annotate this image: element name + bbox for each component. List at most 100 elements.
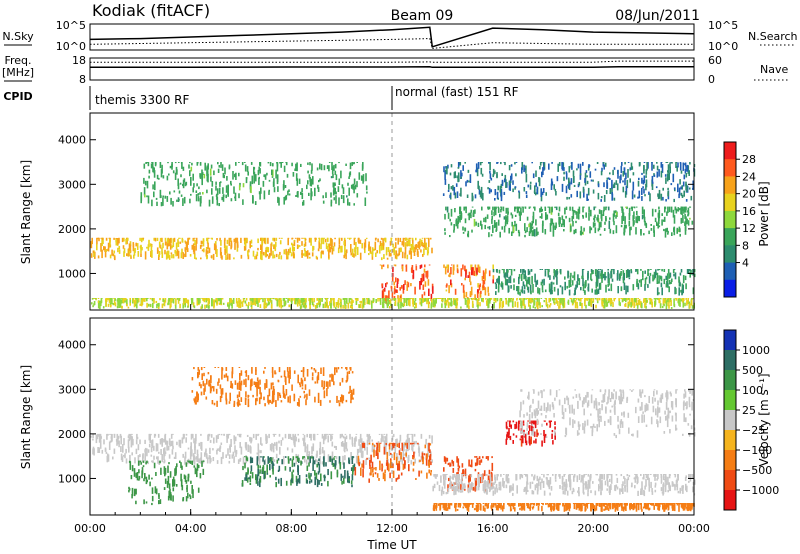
power-cell-0: [172, 238, 175, 248]
power-cell-7: [342, 304, 344, 309]
power-cell-7: [260, 298, 263, 299]
nsky-ytick-left-top: 10^5: [56, 19, 86, 32]
velocity-cell-0: [142, 454, 144, 463]
power-cell-5: [143, 187, 146, 196]
power-cell-7: [326, 298, 329, 299]
power-cell-7: [670, 307, 673, 309]
power-cell-7: [198, 299, 200, 304]
power-ylabel: Slant Range [km]: [19, 160, 33, 264]
power-cell-2: [450, 267, 452, 275]
power-cell-7: [216, 299, 219, 305]
power-cell-0: [93, 250, 95, 257]
velocity-cell-7: [552, 474, 554, 476]
power-cell-4: [593, 206, 595, 211]
power-cell-7: [201, 298, 203, 299]
power-cell-1: [424, 281, 427, 287]
velocity-cell-0: [216, 448, 219, 451]
velocity-cell-2: [141, 470, 143, 479]
power-cell-7: [507, 300, 509, 305]
power-cell-1: [423, 291, 426, 296]
velocity-cell-0: [220, 433, 223, 436]
power-cell-7: [366, 299, 369, 305]
power-cell-3: [657, 269, 659, 271]
power-cell-6: [611, 187, 613, 195]
velocity-cell-5: [544, 420, 546, 422]
power-cell-7: [335, 307, 337, 309]
power-cell-5: [312, 176, 314, 185]
power-cell-7: [678, 302, 680, 306]
velocity-cell-7: [543, 490, 546, 496]
velocity-cell-6: [470, 503, 473, 505]
power-cell-7: [399, 298, 401, 299]
power-cell-6: [665, 199, 667, 202]
power-cell-5: [202, 192, 204, 195]
power-cell-7: [493, 298, 495, 301]
power-cell-3: [582, 269, 585, 270]
power-cell-3: [570, 284, 572, 287]
velocity-cell-7: [581, 474, 583, 480]
velocity-cell-2: [168, 462, 170, 465]
velocity-cell-6: [475, 503, 478, 504]
velocity-cell-0: [208, 433, 211, 437]
power-cell-5: [250, 162, 253, 165]
velocity-cell-0: [196, 456, 198, 460]
power-cell-7: [570, 298, 573, 300]
velocity-cell-0: [92, 438, 94, 441]
velocity-cell-0: [406, 434, 409, 438]
power-cell-7: [620, 298, 622, 299]
velocity-cell-0: [163, 460, 165, 464]
power-cell-6: [641, 177, 643, 184]
velocity-cell-4: [464, 468, 467, 477]
power-cell-0: [208, 237, 210, 239]
power-cell-0: [394, 242, 397, 249]
velocity-cell-0: [99, 434, 102, 442]
velocity-cell-4: [460, 483, 462, 490]
power-cell-0: [229, 253, 231, 260]
velocity-cell-3: [391, 465, 394, 468]
power-cell-5: [323, 165, 326, 171]
velocity-cell-0: [371, 445, 374, 452]
power-cell-4: [445, 206, 447, 211]
velocity-cell-0: [193, 438, 195, 444]
power-cell-3: [508, 276, 510, 280]
power-cell-0: [407, 239, 410, 245]
power-cell-7: [344, 300, 346, 309]
power-cell-4: [491, 218, 493, 224]
power-cell-7: [371, 300, 373, 309]
power-cell-2: [492, 275, 495, 280]
velocity-cell-2: [146, 479, 148, 483]
power-cell-0: [427, 247, 429, 252]
power-cell-7: [527, 298, 530, 304]
power-cell-7: [482, 298, 484, 299]
power-cell-1: [385, 283, 387, 288]
velocity-cell-5: [536, 429, 538, 438]
power-cell-7: [664, 298, 666, 300]
velocity-cell-1: [276, 459, 279, 464]
velocity-cell-6: [521, 505, 523, 511]
power-cell-5: [267, 162, 270, 164]
power-cell-7: [236, 301, 239, 307]
power-cell-4: [615, 225, 618, 234]
velocity-cell-6: [686, 503, 689, 510]
power-cell-4: [511, 231, 513, 236]
velocity-cell-4: [451, 459, 453, 464]
velocity-cell-2: [174, 468, 176, 477]
velocity-cell-0: [321, 447, 324, 454]
power-cell-0: [159, 244, 162, 249]
velocity-cell-0: [331, 435, 333, 440]
power-cell-7: [100, 298, 103, 304]
power-cell-7: [534, 298, 537, 300]
power-cell-6: [629, 167, 632, 171]
power-cell-2: [469, 291, 472, 297]
power-cell-1: [393, 288, 396, 295]
power-cell-4: [573, 229, 575, 235]
power-cell-7: [487, 301, 490, 308]
power-cell-7: [291, 298, 294, 301]
velocity-cell-7: [626, 474, 629, 477]
velocity-cell-2: [189, 494, 191, 497]
power-cell-1: [421, 273, 424, 283]
power-cell-5: [333, 197, 336, 201]
power-cell-0: [167, 250, 170, 258]
velocity-cell-0: [212, 457, 215, 462]
power-cell-5: [216, 196, 219, 206]
